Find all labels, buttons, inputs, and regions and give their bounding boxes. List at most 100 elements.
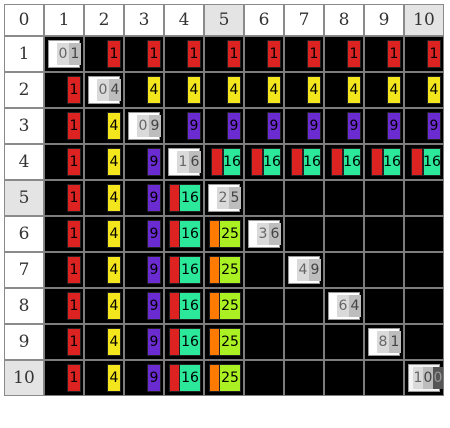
board-cell[interactable]: 1: [44, 324, 84, 360]
board-cell[interactable]: 16: [164, 252, 204, 288]
board-cell[interactable]: 1: [44, 108, 84, 144]
board-cell[interactable]: 25: [204, 216, 244, 252]
board-cell[interactable]: 25: [204, 324, 244, 360]
board-cell[interactable]: 1: [364, 36, 404, 72]
board-cell[interactable]: 1: [44, 216, 84, 252]
board-cell[interactable]: [324, 252, 364, 288]
board-cell[interactable]: 9: [124, 324, 164, 360]
board-cell[interactable]: 1: [204, 36, 244, 72]
board-cell[interactable]: 4: [84, 360, 124, 396]
board-cell[interactable]: [324, 360, 364, 396]
board-cell[interactable]: 4: [244, 72, 284, 108]
board-cell[interactable]: [324, 324, 364, 360]
board-cell[interactable]: 16: [404, 144, 444, 180]
board-cell[interactable]: 4: [364, 72, 404, 108]
board-cell[interactable]: 4: [84, 108, 124, 144]
board-cell[interactable]: 9: [124, 252, 164, 288]
board-cell[interactable]: 4: [284, 72, 324, 108]
board-cell[interactable]: 16: [204, 144, 244, 180]
board-cell[interactable]: 16: [324, 144, 364, 180]
board-cell[interactable]: 1: [284, 36, 324, 72]
board-cell[interactable]: 16: [244, 144, 284, 180]
board-cell[interactable]: [284, 288, 324, 324]
board-cell[interactable]: 4: [124, 72, 164, 108]
board-cell[interactable]: [364, 180, 404, 216]
board-cell[interactable]: 16: [164, 360, 204, 396]
board-cell[interactable]: 1: [44, 288, 84, 324]
board-cell[interactable]: 9: [364, 108, 404, 144]
board-cell[interactable]: [364, 252, 404, 288]
board-cell[interactable]: [284, 216, 324, 252]
board-cell[interactable]: 16: [164, 216, 204, 252]
board-cell[interactable]: 9: [124, 180, 164, 216]
board-cell[interactable]: 4: [84, 288, 124, 324]
board-cell[interactable]: [404, 216, 444, 252]
board-cell[interactable]: 4: [84, 144, 124, 180]
board-cell[interactable]: 16: [284, 144, 324, 180]
board-cell[interactable]: 9: [284, 108, 324, 144]
board-cell[interactable]: 9: [124, 360, 164, 396]
board-cell[interactable]: 1: [244, 36, 284, 72]
board-cell[interactable]: [364, 288, 404, 324]
board-cell[interactable]: [364, 216, 404, 252]
board-cell[interactable]: 16: [164, 288, 204, 324]
board-cell[interactable]: 1: [44, 252, 84, 288]
board-cell[interactable]: 9: [204, 108, 244, 144]
board-cell[interactable]: [364, 360, 404, 396]
board-cell[interactable]: [404, 288, 444, 324]
board-cell[interactable]: [244, 324, 284, 360]
board-cell[interactable]: 25: [204, 360, 244, 396]
board-cell[interactable]: 9: [164, 108, 204, 144]
board-cell[interactable]: 16: [364, 144, 404, 180]
board-cell[interactable]: [284, 324, 324, 360]
board-cell[interactable]: 9: [404, 108, 444, 144]
board-cell[interactable]: [324, 180, 364, 216]
board-cell[interactable]: 9: [124, 216, 164, 252]
board-cell[interactable]: 9: [324, 108, 364, 144]
board-cell[interactable]: 1: [44, 360, 84, 396]
board-cell[interactable]: 1: [44, 144, 84, 180]
board-cell[interactable]: 25: [204, 288, 244, 324]
board-cell[interactable]: [284, 360, 324, 396]
board-cell[interactable]: 4: [164, 72, 204, 108]
board-cell[interactable]: [324, 216, 364, 252]
board-cell[interactable]: 16: [164, 180, 204, 216]
board-cell[interactable]: [404, 252, 444, 288]
board-cell[interactable]: 1: [84, 36, 124, 72]
board-cell[interactable]: 9: [244, 108, 284, 144]
board-cell[interactable]: [244, 180, 284, 216]
board-cell[interactable]: 9: [124, 288, 164, 324]
board-cell[interactable]: 9: [124, 144, 164, 180]
board-cell[interactable]: [284, 180, 324, 216]
board-cell[interactable]: [404, 180, 444, 216]
board-cell[interactable]: 1: [324, 36, 364, 72]
board-cell[interactable]: 1: [404, 36, 444, 72]
board-cell[interactable]: [244, 288, 284, 324]
board-cell[interactable]: 4: [84, 216, 124, 252]
board-cell[interactable]: 1: [44, 180, 84, 216]
board-cell[interactable]: [244, 360, 284, 396]
board-cell[interactable]: [404, 324, 444, 360]
board-cell[interactable]: 4: [84, 252, 124, 288]
board-cell[interactable]: 1: [44, 72, 84, 108]
board-cell[interactable]: 25: [204, 252, 244, 288]
board-cell[interactable]: 4: [404, 72, 444, 108]
board-cell[interactable]: 4: [204, 72, 244, 108]
board-cell[interactable]: 16: [164, 324, 204, 360]
board-cell[interactable]: 4: [84, 180, 124, 216]
board-cell[interactable]: 4: [324, 72, 364, 108]
board-cell[interactable]: 4: [84, 324, 124, 360]
board-cell[interactable]: [244, 252, 284, 288]
board-cell[interactable]: 1: [124, 36, 164, 72]
board-cell[interactable]: 1: [164, 36, 204, 72]
